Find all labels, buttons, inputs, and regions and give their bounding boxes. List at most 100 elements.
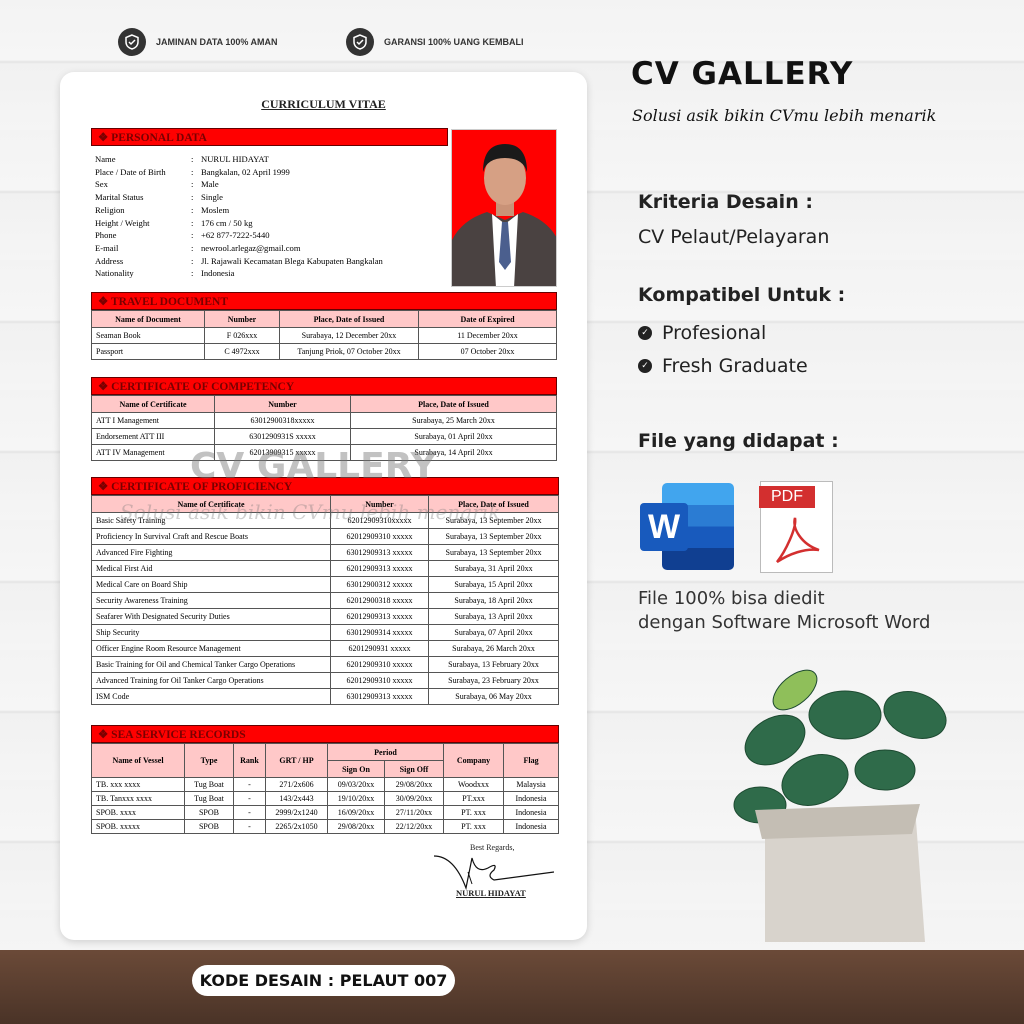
badge-data-safe: JAMINAN DATA 100% AMAN: [118, 28, 278, 56]
table-cell: 62012909310 xxxxx: [330, 528, 429, 545]
brand-tagline: Solusi asik bikin CVmu lebih menarik: [632, 106, 937, 125]
colon: :: [191, 217, 194, 228]
table-cell: Surabaya, 13 September 20xx: [428, 544, 559, 561]
proficiency-section: ❖ CERTIFICATE OF PROFICIENCY Name of Cer…: [91, 477, 559, 705]
table-cell: Malaysia: [503, 777, 559, 792]
table-cell: 29/08/20xx: [383, 777, 445, 792]
table-cell: -: [233, 819, 266, 834]
field-label: Name: [95, 154, 116, 164]
table-row: Medical Care on Board Ship 63012900312 xx…: [91, 576, 559, 593]
table-cell: 11 December 20xx: [418, 327, 557, 344]
table-cell: 63012909313 xxxxx: [330, 544, 429, 561]
table-cell: TB. xxx xxxx: [91, 777, 185, 792]
shield-check-icon: [118, 28, 146, 56]
field-value: Moslem: [201, 204, 230, 215]
column-header: Number: [214, 395, 351, 413]
table-cell: 2999/2x1240: [265, 805, 328, 820]
table-row: Seafarer With Designated Security Duties…: [91, 608, 559, 625]
field-label: Religion: [95, 204, 125, 215]
table-row: ISM Code 63012909313 xxxxx Surabaya, 06 Ma…: [91, 688, 559, 705]
table-header-row: Name of Certificate Number Place, Date of …: [91, 395, 557, 413]
compat-item-label: Fresh Graduate: [662, 355, 808, 377]
table-row: Officer Engine Room Resource Management 6…: [91, 640, 559, 657]
table-cell: Tug Boat: [184, 791, 234, 806]
criteria-label: Kriteria Desain :: [638, 191, 813, 213]
personal-data-row: E-mail: newrool.arlegaz@gmail.com: [95, 242, 383, 255]
design-code-pill: KODE DESAIN : PELAUT 007: [192, 965, 455, 996]
sea-service-heading: ❖ SEA SERVICE RECORDS: [91, 725, 559, 743]
table-cell: F 026xxx: [204, 327, 280, 344]
cv-title: CURRICULUM VITAE: [261, 97, 386, 111]
table-cell: Indonesia: [503, 819, 559, 834]
field-label: Phone: [95, 230, 117, 241]
table-cell: ISM Code: [91, 688, 331, 705]
field-value: Indonesia: [201, 268, 235, 279]
compat-item-fresh-graduate: ✓ Fresh Graduate: [638, 355, 808, 377]
personal-data-row: Nationality: Indonesia: [95, 267, 383, 280]
table-cell: 29/08/20xx: [327, 819, 385, 834]
table-cell: 19/10/20xx: [327, 791, 385, 806]
badge-label: JAMINAN DATA 100% AMAN: [156, 37, 278, 47]
colon: :: [191, 242, 194, 253]
field-label: Height / Weight: [95, 217, 150, 228]
compat-label: Kompatibel Untuk :: [638, 284, 846, 306]
table-cell: Surabaya, 12 December 20xx: [279, 327, 419, 344]
shield-check-icon: [346, 28, 374, 56]
watermark-tagline: Solusi asik bikin CVmu lebih menarik: [120, 500, 501, 524]
table-cell: 63012900312 xxxxx: [330, 576, 429, 593]
table-cell: 63012909313 xxxxx: [330, 688, 429, 705]
note-line-2: dengan Software Microsoft Word: [638, 612, 931, 633]
colon: :: [191, 268, 194, 279]
table-cell: Tug Boat: [184, 777, 234, 792]
table-cell: 09/03/20xx: [327, 777, 385, 792]
table-row: Endorsement ATT III 6301290931S xxxxx Sura…: [91, 428, 557, 445]
table-cell: ATT IV Management: [91, 444, 215, 461]
table-cell: Surabaya, 18 April 20xx: [428, 592, 559, 609]
badge-label: GARANSI 100% UANG KEMBALI: [384, 37, 524, 47]
table-header-row: Name of Document Number Place, Date of Iss…: [91, 310, 557, 328]
travel-document-table: Name of Document Number Place, Date of Iss…: [91, 310, 557, 360]
column-header: Number: [330, 495, 429, 513]
personal-data-row: Height / Weight:176 cm / 50 kg: [95, 217, 383, 230]
table-row: SPOB. xxxxx SPOB -2265/2x1050 29/08/20xx 22/…: [91, 819, 559, 834]
table-cell: C 4972xxx: [204, 343, 280, 360]
table-cell: Surabaya, 06 May 20xx: [428, 688, 559, 705]
table-cell: -: [233, 791, 266, 806]
table-cell: Surabaya, 23 February 20xx: [428, 672, 559, 689]
table-cell: Seaman Book: [91, 327, 205, 344]
wooden-table: [0, 950, 1024, 1024]
profile-photo: [451, 129, 557, 287]
column-header: Name of Certificate: [91, 395, 215, 413]
brand-title: CV GALLERY: [631, 56, 854, 92]
column-header: Name of Vessel: [91, 743, 185, 778]
table-cell: SPOB: [184, 805, 234, 820]
potted-plant-image: [733, 669, 947, 942]
table-cell: Surabaya, 13 September 20xx: [428, 528, 559, 545]
table-cell: 07 October 20xx: [418, 343, 557, 360]
table-row: Security Awareness Training 62012900318 x…: [91, 592, 559, 609]
table-header-row: Name of Vessel Type Rank GRT / HP Period Comp…: [91, 743, 559, 778]
table-cell: 22/12/20xx: [383, 819, 445, 834]
table-row: Basic Training for Oil and Chemical Tank…: [91, 656, 559, 673]
table-cell: Security Awareness Training: [91, 592, 331, 609]
column-header: Place, Date of Issued: [350, 395, 557, 413]
column-subheader: Sign On: [327, 760, 385, 778]
check-circle-icon: ✓: [638, 359, 652, 373]
table-cell: Endorsement ATT III: [91, 428, 215, 445]
table-cell: 2265/2x1050: [265, 819, 328, 834]
table-cell: TB. Tanxxx xxxx: [91, 791, 185, 806]
column-header: Flag: [503, 743, 559, 778]
table-cell: 63012900318xxxxx: [214, 412, 351, 429]
table-cell: 62012909313 xxxxx: [330, 560, 429, 577]
compat-item-profesional: ✓ Profesional: [638, 322, 766, 344]
table-cell: 62012909313 xxxxx: [330, 608, 429, 625]
colon: :: [191, 166, 194, 177]
personal-data-row: Phone: +62 877-7222-5440: [95, 229, 383, 242]
table-row: Proficiency In Survival Craft and Rescue…: [91, 528, 559, 545]
table-cell: Surabaya, 15 April 20xx: [428, 576, 559, 593]
table-cell: 143/2x443: [265, 791, 328, 806]
table-row: Medical First Aid 62012909313 xxxxx Suraba…: [91, 560, 559, 577]
table-cell: Medical Care on Board Ship: [91, 576, 331, 593]
table-cell: Surabaya, 01 April 20xx: [350, 428, 557, 445]
competency-section: ❖ CERTIFICATE OF COMPETENCY Name of Cert…: [91, 377, 557, 461]
